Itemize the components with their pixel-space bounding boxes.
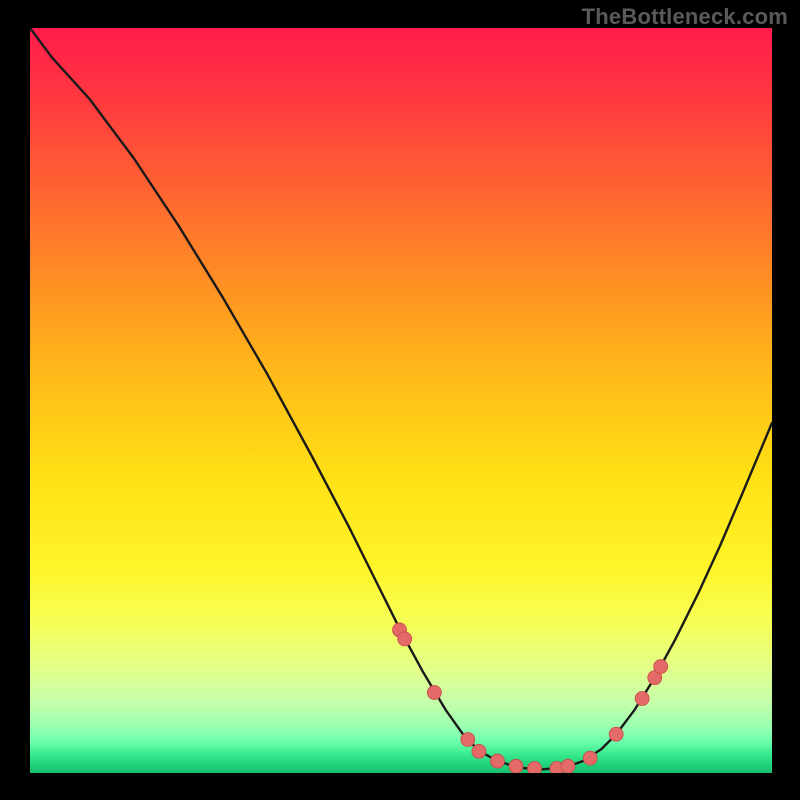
marker-point [472,744,486,758]
marker-point [583,751,597,765]
marker-point [528,762,542,773]
marker-point [654,659,668,673]
marker-point [461,732,475,746]
watermark-text: TheBottleneck.com [582,4,788,30]
marker-point [609,727,623,741]
chart-frame: TheBottleneck.com [0,0,800,800]
marker-point [509,759,523,773]
marker-point [490,754,504,768]
marker-point [427,686,441,700]
plot-area [30,28,772,773]
chart-svg [30,28,772,773]
marker-point [398,632,412,646]
marker-point [561,759,575,773]
marker-point [635,692,649,706]
